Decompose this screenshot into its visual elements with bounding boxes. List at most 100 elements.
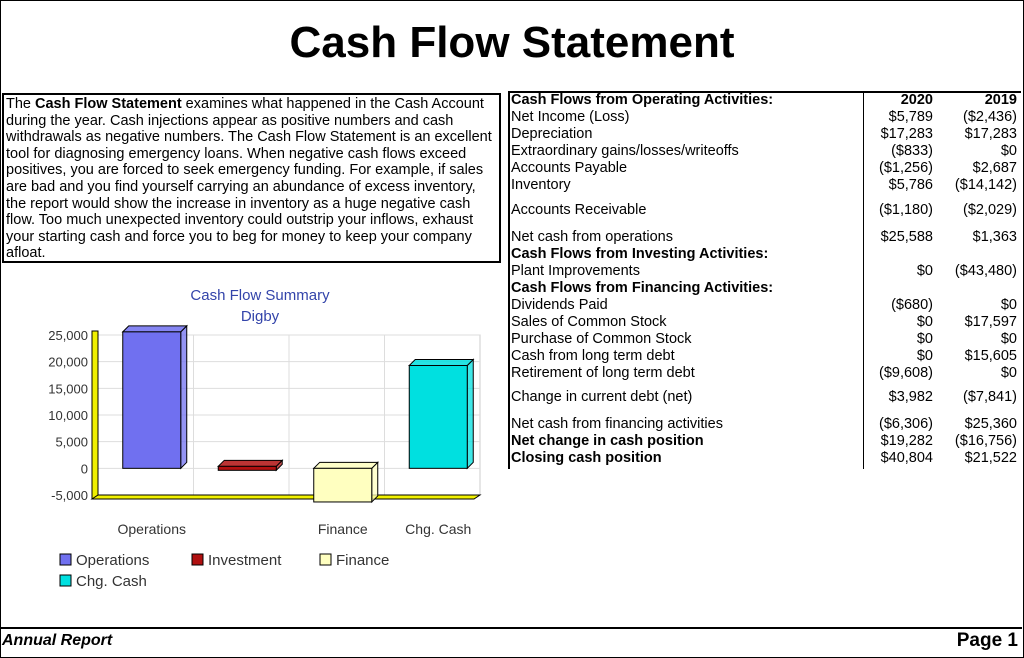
description-text: examines what happened in the Cash Accou… <box>6 96 492 262</box>
footer-page-number: Page 1 <box>956 630 1018 651</box>
table-row: Dividends Paid ($680) $0 <box>508 297 1020 314</box>
value-2019: $21,522 <box>964 450 1017 466</box>
row-label: Change in current debt (net) <box>511 389 693 405</box>
bar-operations <box>122 331 182 469</box>
legend-swatch <box>59 553 72 566</box>
footer-bar <box>0 627 1022 657</box>
row-label: Accounts Receivable <box>511 202 647 218</box>
value-2019: ($14,142) <box>954 177 1017 193</box>
legend-entry: Operations <box>76 552 149 569</box>
value-2020: ($833) <box>891 143 933 159</box>
value-2019: $1,363 <box>972 229 1017 245</box>
value-2020: ($6,306) <box>878 416 933 432</box>
table-row: Change in current debt (net) $3,982 ($7,84… <box>508 389 1020 406</box>
value-2019: $2,687 <box>972 160 1017 176</box>
value-2020: $40,804 <box>880 450 933 466</box>
value-2020: ($1,256) <box>878 160 933 176</box>
description-pre: The <box>6 96 36 112</box>
page-title: Cash Flow Statement <box>289 18 735 67</box>
legend-entry: Finance <box>336 552 389 569</box>
bar-top <box>217 459 284 467</box>
table-row: Accounts Receivable ($1,180) ($2,029) <box>508 202 1020 219</box>
bar-top <box>312 461 379 469</box>
x-category-label: Operations <box>118 521 186 537</box>
value-2019: ($43,480) <box>954 263 1017 279</box>
x-category-label: Chg. Cash <box>405 521 471 537</box>
row-label: Purchase of Common Stock <box>511 331 692 347</box>
value-2020: $0 <box>916 314 933 330</box>
bar-side <box>371 461 379 504</box>
bar-top <box>121 325 188 333</box>
row-label: Net cash from financing activities <box>511 416 723 432</box>
y-axis-wall <box>91 330 99 500</box>
y-tick-label: 15,000 <box>48 381 88 396</box>
value-2020: $17,283 <box>880 126 933 142</box>
table-row: Net change in cash position $19,282 ($16,7… <box>508 433 1020 450</box>
y-tick-label: 10,000 <box>48 408 88 423</box>
row-label: Cash Flows from Operating Activities: <box>511 92 774 108</box>
row-label: Net cash from operations <box>511 229 673 245</box>
legend-entry: Chg. Cash <box>76 573 147 590</box>
y-tick-label: 25,000 <box>48 328 88 343</box>
table-row: Cash Flows from Financing Activities: <box>508 280 1020 297</box>
cash-flow-table-frame <box>508 91 1021 469</box>
value-2019: ($7,841) <box>962 389 1017 405</box>
row-label: Net Income (Loss) <box>511 109 630 125</box>
table-row: Plant Improvements $0 ($43,480) <box>508 263 1020 280</box>
row-label: Cash from long term debt <box>511 348 675 364</box>
chart-title: Cash Flow Summary <box>190 287 330 304</box>
table-row: Cash from long term debt $0 $15,605 <box>508 348 1020 365</box>
table-row: Net cash from operations $25,588 $1,363 <box>508 229 1020 246</box>
legend-swatch <box>319 553 332 566</box>
table-row: Sales of Common Stock $0 $17,597 <box>508 314 1020 331</box>
table-row: Extraordinary gains/losses/writeoffs ($83… <box>508 143 1020 160</box>
row-label: Accounts Payable <box>511 160 628 176</box>
year-header-2020: 2020 <box>900 92 933 108</box>
row-label: Extraordinary gains/losses/writeoffs <box>511 143 739 159</box>
value-2020: $3,982 <box>888 389 933 405</box>
y-tick-label: 20,000 <box>48 355 88 370</box>
x-category-label: Finance <box>318 521 368 537</box>
bar-side <box>180 324 188 470</box>
value-2020: ($1,180) <box>878 202 933 218</box>
bar-investment <box>217 465 277 471</box>
value-2020: $19,282 <box>880 433 933 449</box>
value-2020: $0 <box>916 348 933 364</box>
value-2019: $0 <box>1000 297 1017 313</box>
row-label: Plant Improvements <box>511 263 640 279</box>
table-row: Depreciation $17,283 $17,283 <box>508 126 1020 143</box>
legend-entry: Investment <box>208 552 282 569</box>
table-row: Purchase of Common Stock $0 $0 <box>508 331 1020 348</box>
value-2020: $0 <box>916 331 933 347</box>
row-label: Sales of Common Stock <box>511 314 667 330</box>
bar-side <box>466 358 474 470</box>
value-2019: $0 <box>1000 365 1017 381</box>
value-2020: ($9,608) <box>878 365 933 381</box>
value-2020: $5,789 <box>888 109 933 125</box>
legend-swatch <box>191 553 204 566</box>
value-2019: ($2,436) <box>962 109 1017 125</box>
row-label: Dividends Paid <box>511 297 608 313</box>
table-row: Cash Flows from Investing Activities: <box>508 246 1020 263</box>
footer-annual-report: Annual Report <box>2 632 113 649</box>
year-header-2019: 2019 <box>984 92 1017 108</box>
value-2019: $17,597 <box>964 314 1017 330</box>
value-2019: $25,360 <box>964 416 1017 432</box>
row-label: Cash Flows from Financing Activities: <box>511 280 774 296</box>
table-row: Accounts Payable ($1,256) $2,687 <box>508 160 1020 177</box>
description-box: The Cash Flow Statement examines what ha… <box>2 93 501 263</box>
value-2019: $17,283 <box>964 126 1017 142</box>
value-2020: $5,786 <box>888 177 933 193</box>
table-row: Cash Flows from Operating Activities: 202… <box>508 92 1020 109</box>
row-label: Net change in cash position <box>511 433 704 449</box>
value-2019: $0 <box>1000 331 1017 347</box>
value-2020: ($680) <box>891 297 933 313</box>
bar-chg-cash <box>408 364 468 469</box>
value-2020: $25,588 <box>880 229 933 245</box>
y-tick-label: 5,000 <box>55 435 88 450</box>
row-label: Depreciation <box>511 126 593 142</box>
table-row: Retirement of long term debt ($9,608) $0 <box>508 365 1020 382</box>
table-divider <box>863 91 864 469</box>
row-label: Closing cash position <box>511 450 662 466</box>
cash-flow-summary-chart: Cash Flow Summary Digby 25,000 20,000 15,000… <box>20 280 500 610</box>
